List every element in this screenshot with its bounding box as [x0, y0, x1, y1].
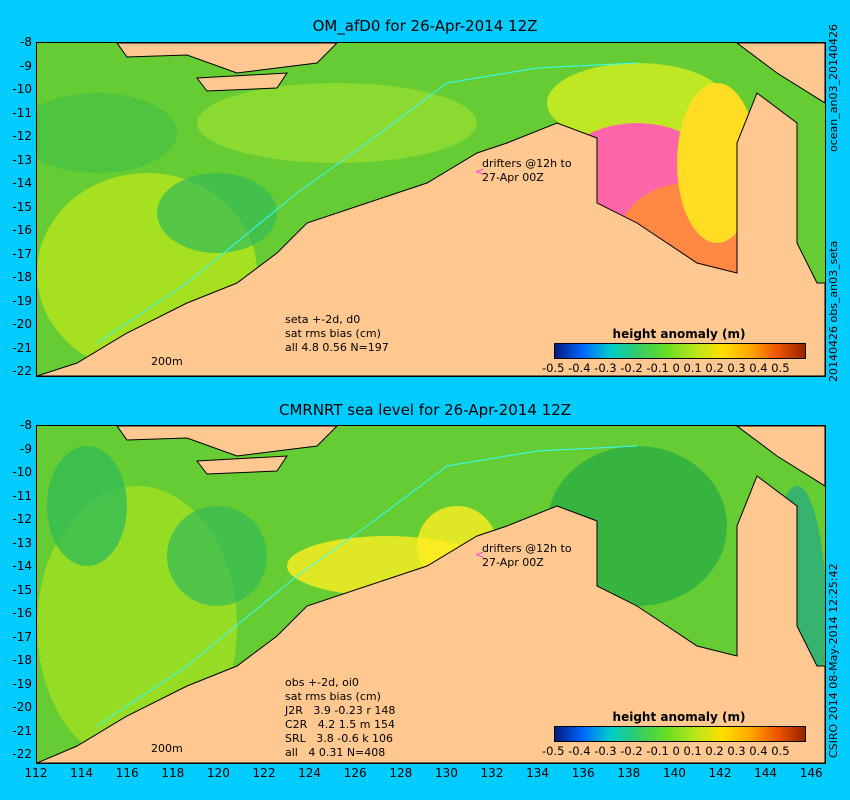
bottom-lat-label: -12 [12, 512, 32, 526]
top-lat-label: -17 [12, 246, 32, 261]
lon-label: 136 [571, 766, 595, 780]
australia-land-bottom [37, 475, 825, 763]
bottom-lat-label: -19 [12, 676, 32, 691]
islands-bottom [116, 426, 338, 457]
top-lat-label: -13 [12, 152, 32, 167]
lon-label: 126 [343, 766, 367, 780]
top-drifters-line1: drifters @12h to [482, 157, 572, 170]
bottom-lat-label: -15 [12, 582, 32, 597]
bottom-colorbar [554, 726, 806, 742]
drifter-arrow-icon-bottom: < [475, 548, 484, 561]
top-lat-label: -22 [12, 364, 32, 378]
lon-label: 124 [298, 766, 322, 780]
bottom-lat-label: -22 [12, 747, 32, 761]
bottom-lat-label: -8 [20, 418, 32, 432]
island-2 [196, 72, 288, 92]
isobath-line [96, 62, 638, 344]
top-title: OM_afD0 for 26-Apr-2014 12Z [312, 17, 538, 35]
lon-label: 112 [24, 766, 48, 780]
bottom-lat-label: -10 [12, 465, 32, 479]
top-lat-label: -21 [12, 340, 32, 355]
top-map-svg: < [37, 43, 825, 376]
lon-label: 132 [480, 766, 504, 780]
lon-label: 134 [526, 766, 550, 780]
isobath-line-bottom [96, 445, 638, 727]
bottom-lat-label: -20 [12, 700, 32, 714]
bottom-lat-label: -14 [12, 559, 32, 573]
top-lat-label: -16 [12, 223, 32, 237]
lon-label: 146 [799, 766, 823, 780]
bottom-lat-label: -17 [12, 629, 32, 644]
top-lat-label: -20 [12, 317, 32, 331]
bottom-colorbar-ticks: -0.5 -0.4 -0.3 -0.2 -0.1 0 0.1 0.2 0.3 0… [542, 744, 790, 758]
bottom-lat-label: -21 [12, 723, 32, 738]
top-isobath-label: 200m [151, 355, 183, 368]
top-lat-label: -15 [12, 199, 32, 214]
top-drifters-line2: 27-Apr 00Z [482, 171, 544, 184]
bottom-lat-label: -16 [12, 606, 32, 620]
bottom-stats-2: J2R 3.9 -0.23 r 148 [285, 704, 396, 717]
lon-label: 138 [617, 766, 641, 780]
bottom-lat-label: -18 [12, 653, 32, 667]
bottom-colorbar-title: height anomaly (m) [612, 710, 746, 724]
new-guinea [736, 43, 825, 104]
top-lat-label: -10 [12, 82, 32, 96]
top-map-panel: < drifters @12h to 27-Apr 00Z seta +-2d,… [36, 42, 826, 377]
top-lat-label: -19 [12, 293, 32, 308]
islands [116, 43, 338, 74]
bottom-lat-label: -11 [12, 488, 32, 503]
top-colorbar-title: height anomaly (m) [612, 327, 746, 341]
new-guinea-bottom [736, 426, 825, 487]
bottom-side-label: CSIRO 2014 08-May-2014 12:25:42 [827, 563, 840, 758]
top-lat-label: -18 [12, 270, 32, 284]
island-2-bottom [196, 455, 288, 475]
bottom-stats-3: C2R 4.2 1.5 m 154 [285, 718, 395, 731]
bottom-lat-label: -13 [12, 535, 32, 550]
lon-label: 114 [70, 766, 94, 780]
lon-label: 120 [206, 766, 230, 780]
bottom-stats-1: sat rms bias (cm) [285, 690, 381, 703]
top-lat-label: -9 [20, 58, 32, 73]
top-stats-0: seta +-2d, d0 [285, 313, 361, 326]
bottom-lat-label: -9 [20, 441, 32, 456]
top-stats-1: sat rms bias (cm) [285, 327, 381, 340]
top-side-label-1: ocean_an03_20140426 [827, 24, 840, 152]
top-lat-label: -12 [12, 129, 32, 143]
bottom-stats-4: SRL 3.8 -0.6 k 106 [285, 732, 394, 745]
australia-land [37, 92, 825, 376]
top-colorbar-ticks: -0.5 -0.4 -0.3 -0.2 -0.1 0 0.1 0.2 0.3 0… [542, 361, 790, 375]
top-lat-label: -14 [12, 176, 32, 190]
lon-label: 128 [389, 766, 413, 780]
drifter-arrow-icon: < [475, 165, 484, 178]
bottom-stats-5: all 4 0.31 N=408 [285, 746, 386, 759]
lon-label: 122 [252, 766, 276, 780]
lon-label: 118 [161, 766, 185, 780]
bottom-map-svg: < [37, 426, 825, 763]
lon-label: 140 [662, 766, 686, 780]
top-stats-2: all 4.8 0.56 N=197 [285, 341, 389, 354]
lon-label: 144 [754, 766, 778, 780]
lon-label: 130 [434, 766, 458, 780]
top-side-label-2: 20140426 obs_an03_seta [827, 240, 840, 382]
lon-label: 116 [115, 766, 139, 780]
top-colorbar [554, 343, 806, 359]
top-lat-label: -8 [20, 35, 32, 49]
top-lat-label: -11 [12, 105, 32, 120]
bottom-title: CMRNRT sea level for 26-Apr-2014 12Z [278, 401, 572, 419]
bottom-drifters-line1: drifters @12h to [482, 542, 572, 555]
bottom-stats-0: obs +-2d, oi0 [285, 676, 359, 689]
bottom-map-panel: < drifters @12h to 27-Apr 00Z obs +-2d, … [36, 425, 826, 764]
lon-label: 142 [708, 766, 732, 780]
bottom-drifters-line2: 27-Apr 00Z [482, 556, 544, 569]
bottom-isobath-label: 200m [151, 742, 183, 755]
